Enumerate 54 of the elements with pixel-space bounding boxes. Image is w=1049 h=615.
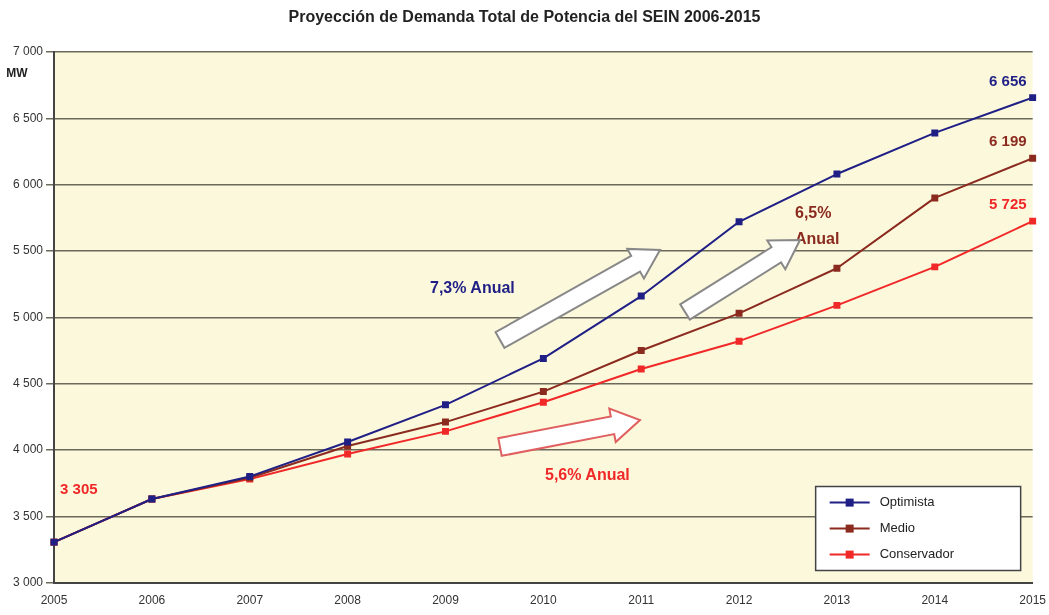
y-tick-label: 6 500 [13,110,44,125]
y-tick-label: 3 000 [13,574,44,589]
y-tick-label: 5 500 [13,243,44,258]
x-tick-label: 2013 [823,593,851,608]
legend-label: Optimista [879,494,936,510]
point [735,309,743,317]
point [539,354,547,362]
chart-title: Proyección de Demanda Total de Potencia del SEIN 2006-2015 [287,8,762,26]
point [344,450,352,458]
x-tick-label: 2015 [1019,593,1047,608]
y-tick-label: 4 500 [13,375,44,390]
point [931,263,939,271]
x-tick-label: 2005 [40,593,68,608]
x-tick-label: 2009 [432,593,460,608]
point [637,292,645,300]
point [735,337,743,345]
x-tick-label: 2008 [334,593,362,608]
annotation: 7,3% Anual [430,279,515,296]
data-label: 3 305 [60,480,98,498]
y-tick-label: 4 000 [13,442,44,457]
x-tick-label: 2006 [138,593,166,608]
y-tick-label: 5 000 [13,309,44,324]
point [833,170,841,178]
point [442,427,449,435]
y-axis-title: MW [6,66,29,80]
x-tick-label: 2014 [921,593,949,608]
point [833,264,841,272]
point [344,438,352,446]
point [1029,94,1037,102]
point [539,388,547,396]
y-tick-label: 7 000 [13,44,44,59]
point [833,301,841,309]
point [637,346,645,354]
annotation: 5,6% Anual [545,466,630,483]
data-label: 5 725 [989,195,1027,213]
y-tick-label: 6 000 [13,176,44,191]
point [637,365,645,373]
y-tick-label: 3 500 [13,508,44,523]
x-tick-label: 2007 [236,593,264,608]
point [1029,217,1037,225]
x-tick-label: 2011 [628,593,655,608]
point [931,129,939,137]
data-label: 6 656 [989,71,1027,89]
legend-label: Medio [879,520,916,536]
point [931,194,939,202]
point [539,398,547,406]
point [735,218,743,226]
data-label: 6 199 [989,132,1027,150]
x-tick-label: 2010 [529,593,558,608]
x-tick-label: 2012 [725,593,753,608]
legend-label: Conservador [879,546,955,562]
point [442,401,449,409]
point [442,418,449,426]
point [1029,154,1037,162]
